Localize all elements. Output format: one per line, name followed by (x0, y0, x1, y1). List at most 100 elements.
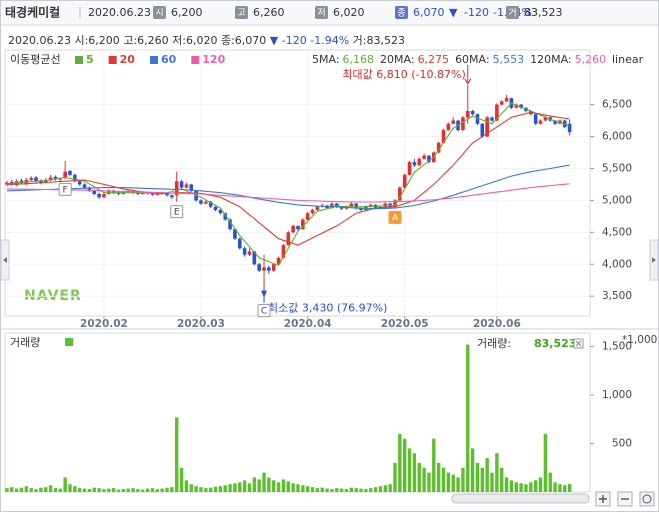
candle-body (485, 117, 489, 137)
volume-bar (63, 477, 67, 492)
volume-bar (14, 488, 19, 492)
candle-body (111, 190, 116, 193)
moving-average-line (6, 164, 570, 210)
volume-bar (533, 480, 538, 492)
event-marker (257, 304, 271, 318)
candle-body (199, 200, 203, 204)
info-volume: 거:83,523 (353, 34, 405, 47)
volume-bar (470, 448, 475, 492)
volume-bar (286, 481, 290, 492)
volume-bar (407, 448, 412, 492)
volume-bar (170, 487, 174, 492)
volume-bar (48, 485, 53, 492)
candle-body (184, 184, 189, 188)
legend-swatch (149, 56, 158, 64)
candle-body (92, 190, 97, 195)
reset-button[interactable] (639, 491, 655, 507)
candle-body (538, 120, 543, 124)
scrollbar[interactable] (451, 493, 590, 504)
candle-body (87, 187, 92, 191)
volume-bar (335, 488, 339, 492)
info-change-pct: -1.94% (310, 34, 349, 47)
volume-bar (436, 462, 441, 492)
volume-bar (155, 489, 160, 492)
volume-bar (354, 488, 358, 492)
low-value: 6,020 (333, 6, 365, 19)
candle-body (262, 267, 266, 271)
candle-body (170, 195, 174, 198)
volume-bar (310, 487, 315, 492)
icon-box (235, 6, 248, 19)
left-arrow (3, 257, 7, 263)
volume-bar (364, 489, 368, 492)
candle-body (58, 178, 63, 180)
volume-bar (412, 453, 417, 492)
volume-bar (97, 488, 101, 492)
candle-body (136, 192, 140, 195)
change-value: -120 (464, 6, 489, 19)
annotation-arrowhead (464, 78, 472, 85)
legend-label: 120 (202, 53, 225, 66)
ma-readout-value: 5,553 (493, 53, 525, 66)
price-plot-frame (4, 49, 591, 317)
annotation-arrowhead (261, 290, 268, 298)
volume-bar (44, 487, 48, 492)
candle-body (402, 174, 407, 188)
candle-body (427, 155, 431, 163)
candle-body (315, 206, 320, 210)
candle-body (252, 251, 257, 265)
icon-box (395, 6, 408, 19)
candle-body (228, 219, 232, 230)
candle-body (174, 181, 179, 196)
volume-bar (19, 487, 24, 492)
volume-bar (446, 472, 451, 492)
volume-bar (272, 480, 276, 492)
volume-bar (107, 488, 111, 492)
candle-body (461, 117, 465, 131)
volume-bar (504, 477, 509, 492)
info-low: 저:6,020 (172, 34, 217, 47)
candle-body (490, 117, 494, 121)
candle-body (68, 171, 72, 175)
volume-bar (10, 487, 14, 492)
volume-bar (500, 467, 504, 492)
y-tick-label: 6,500 (602, 99, 632, 111)
volume-bar (301, 485, 305, 492)
volume-readout-value: 83,523 (534, 337, 576, 350)
candle-body (267, 267, 271, 271)
candle-body (155, 194, 160, 196)
volume-bar (194, 486, 198, 492)
candle-body (150, 193, 155, 195)
volume-bar (78, 488, 82, 492)
volume-bar (126, 488, 130, 492)
volume-bar (480, 467, 485, 492)
legend-swatch (108, 56, 117, 64)
volume-bar (563, 485, 567, 492)
volume-bar (24, 486, 29, 492)
y-tick-label: 1,000 (602, 389, 632, 401)
candle-body (533, 114, 538, 124)
candle-body (204, 201, 208, 204)
event-marker-label: F (63, 185, 68, 195)
event-marker-label: E (174, 208, 180, 218)
candle-body (53, 176, 58, 180)
volume-bar (141, 489, 145, 492)
close-value: 6,070 (413, 6, 445, 19)
candle-body (48, 177, 53, 180)
candle-body (77, 181, 82, 185)
volume-bar (485, 458, 489, 492)
ma-readout-label: 120MA: (530, 53, 572, 66)
volume-bar (121, 489, 126, 492)
volume-bar (475, 462, 480, 492)
candle-body (519, 104, 523, 108)
candle-body (504, 98, 509, 102)
low-label: 저 (317, 8, 325, 19)
candle-body (407, 162, 412, 175)
candle-body (553, 120, 557, 124)
y-tick-label: 1,500 (602, 341, 632, 353)
candle-body (499, 101, 504, 105)
ma-readout-value: 6,275 (418, 53, 450, 66)
volume-bar (451, 474, 455, 492)
volume-bar (466, 344, 470, 492)
volume-bar (553, 482, 557, 492)
